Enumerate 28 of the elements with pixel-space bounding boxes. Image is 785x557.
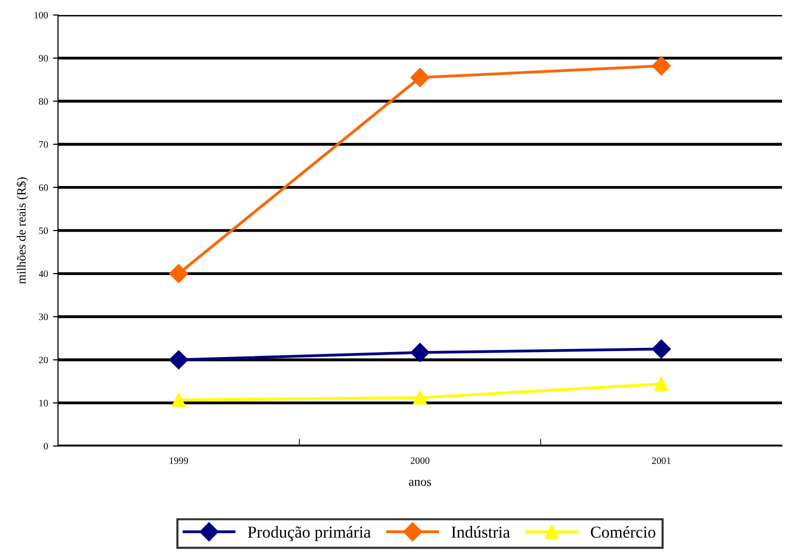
y-tick-label: 100 <box>34 12 48 18</box>
y-tick-label: 30 <box>39 314 48 320</box>
y-tick-label: 80 <box>38 98 48 105</box>
x-tick-label: 1999 <box>170 457 188 464</box>
x-tick-label: 2000 <box>410 457 430 464</box>
legend-label: Produção primária <box>248 526 371 542</box>
y-tick-label: 70 <box>39 141 48 148</box>
y-tick-label: 90 <box>38 55 48 62</box>
x-axis-title: anos <box>408 480 432 486</box>
point <box>652 339 671 359</box>
point <box>652 56 671 76</box>
legend-label: Indústria <box>452 526 510 538</box>
y-tick-label: 60 <box>38 184 48 191</box>
y-tick-label: 10 <box>39 400 48 406</box>
point <box>654 376 668 391</box>
legend-label: Comércio <box>590 526 656 538</box>
point <box>172 392 186 407</box>
y-tick-label: 0 <box>44 442 48 450</box>
y-axis-title: milhões de reais (R$) <box>16 177 28 284</box>
y-tick-label: 50 <box>39 227 48 234</box>
point <box>410 342 430 362</box>
point <box>413 390 427 405</box>
y-tick-label: 20 <box>38 356 48 364</box>
point <box>169 264 188 284</box>
x-tick-label: 2001 <box>652 457 670 464</box>
point <box>410 68 430 88</box>
point <box>169 350 188 370</box>
y-tick-label: 40 <box>38 270 48 278</box>
